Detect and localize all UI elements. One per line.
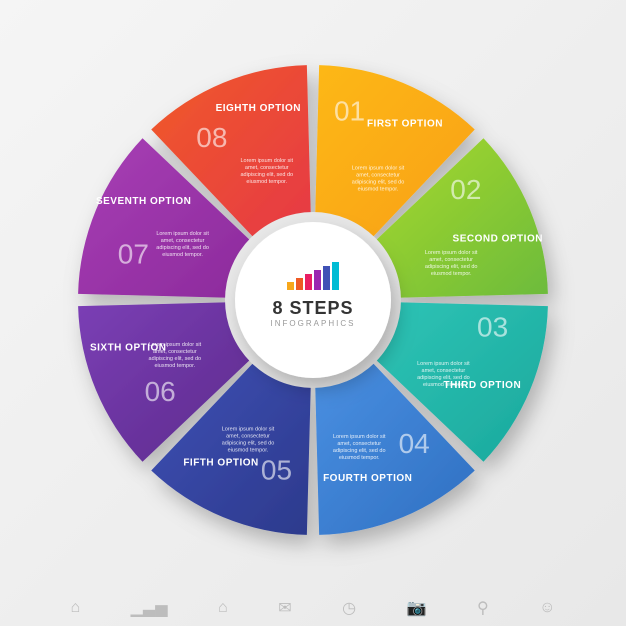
segment-desc: Lorem ipsum dolor sit	[240, 158, 293, 164]
segment-title: SEVENTH OPTION	[96, 196, 191, 207]
segment-desc: Lorem ipsum dolor sit	[222, 426, 275, 432]
camera-icon: 📷	[407, 598, 427, 618]
segment-number: 04	[399, 428, 430, 459]
segment-title: FIFTH OPTION	[183, 457, 258, 468]
segment-title: EIGHTH OPTION	[216, 103, 301, 114]
segment-desc: amet, consectetur	[245, 165, 289, 171]
segment-desc: eiusmod tempor.	[228, 447, 269, 453]
segment-number: 05	[261, 455, 292, 486]
hub-bar	[323, 266, 330, 290]
segment-number: 08	[196, 122, 227, 153]
segment-title: FIRST OPTION	[367, 119, 443, 130]
segment-desc: eiusmod tempor.	[154, 363, 195, 369]
segment-desc: adipiscing elit, sed do	[417, 375, 470, 381]
segment-title: FOURTH OPTION	[323, 473, 412, 484]
segment-desc: adipiscing elit, sed do	[333, 448, 386, 454]
segment-number: 06	[145, 376, 176, 407]
segment-desc: Lorem ipsum dolor sit	[333, 434, 386, 440]
segment-desc: adipiscing elit, sed do	[156, 245, 209, 251]
segment-number: 03	[477, 312, 508, 343]
segment-desc: amet, consectetur	[161, 238, 205, 244]
segment-number: 07	[118, 238, 149, 269]
segment-desc: amet, consectetur	[153, 349, 197, 355]
segment-desc: amet, consectetur	[356, 173, 400, 179]
hub-bar	[296, 278, 303, 290]
hub-bar	[314, 270, 321, 290]
pin-icon: ⚲	[477, 598, 489, 618]
hub-title: 8 STEPS	[272, 298, 353, 318]
segment-title: SECOND OPTION	[453, 233, 543, 244]
segment-desc: amet, consectetur	[429, 257, 473, 263]
segment-desc: eiusmod tempor.	[358, 187, 399, 193]
user-icon: ☺	[539, 599, 555, 617]
segment-desc: adipiscing elit, sed do	[352, 180, 405, 186]
tag-icon: ⌂	[218, 599, 228, 617]
segment-desc: eiusmod tempor.	[423, 382, 464, 388]
segment-desc: adipiscing elit, sed do	[149, 356, 202, 362]
home-icon: ⌂	[70, 599, 80, 617]
segment-desc: eiusmod tempor.	[162, 252, 203, 258]
segment-number: 02	[450, 174, 481, 205]
segment-desc: Lorem ipsum dolor sit	[156, 231, 209, 237]
segment-desc: amet, consectetur	[422, 368, 466, 374]
segment-desc: eiusmod tempor.	[339, 455, 380, 461]
clock-icon: ◷	[342, 598, 356, 618]
segment-desc: Lorem ipsum dolor sit	[425, 250, 478, 256]
segment-desc: eiusmod tempor.	[431, 271, 472, 277]
hub-bar	[332, 262, 339, 290]
hub-bar	[305, 274, 312, 290]
footer-icon-row: ⌂ ▁▃▅ ⌂ ✉ ◷ 📷 ⚲ ☺	[0, 598, 626, 618]
hub-bar	[287, 282, 294, 290]
segment-desc: adipiscing elit, sed do	[425, 264, 478, 270]
segment-number: 01	[334, 95, 365, 126]
hub-subtitle: INFOGRAPHICS	[271, 319, 356, 328]
segment-desc: eiusmod tempor.	[246, 179, 287, 185]
bars-icon: ▁▃▅	[131, 598, 168, 618]
segment-desc: adipiscing elit, sed do	[240, 172, 293, 178]
segment-desc: Lorem ipsum dolor sit	[417, 361, 470, 367]
segment-desc: amet, consectetur	[337, 441, 381, 447]
segment-desc: adipiscing elit, sed do	[222, 440, 275, 446]
mail-icon: ✉	[278, 598, 291, 618]
segment-desc: amet, consectetur	[226, 433, 270, 439]
segment-desc: Lorem ipsum dolor sit	[352, 166, 405, 172]
segment-desc: Lorem ipsum dolor sit	[149, 342, 202, 348]
